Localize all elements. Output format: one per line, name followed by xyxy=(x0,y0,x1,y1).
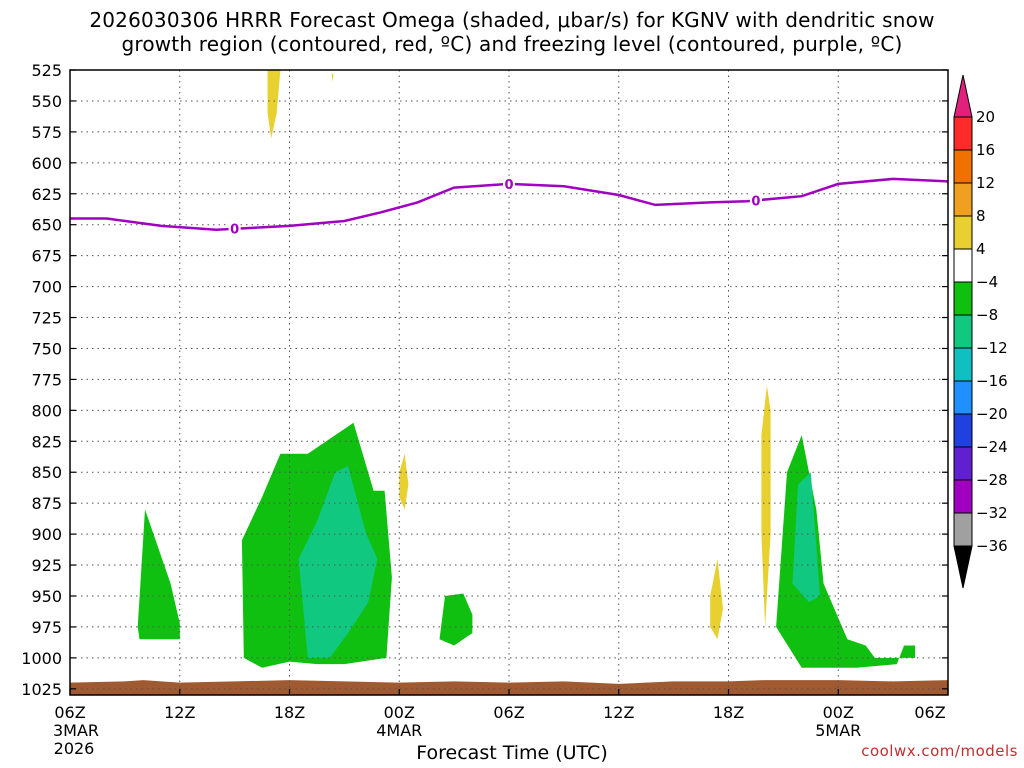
freezing-label-bg-1 xyxy=(503,175,515,192)
x-tick-label-18: 00Z xyxy=(384,703,415,722)
x-tick-label-24: 06Z xyxy=(493,703,524,722)
colorbar-segment-11 xyxy=(953,479,973,514)
x-tick-label-30: 12Z xyxy=(603,703,634,722)
y-tick-label-800: 800 xyxy=(31,401,62,420)
colorbar-label-10: −24 xyxy=(976,438,1008,456)
omega-area-8 xyxy=(399,453,409,510)
x-tick-label-48: 06Z xyxy=(914,703,945,722)
freezing-label-bg-2 xyxy=(749,192,762,209)
y-tick-label-925: 925 xyxy=(31,556,62,575)
omega-area-5 xyxy=(792,472,820,603)
omega-area-10 xyxy=(761,385,771,627)
colorbar-label-12: −32 xyxy=(976,504,1008,522)
x-tick-date-18: 4MAR xyxy=(376,721,422,740)
x-tick-year-0: 2026 xyxy=(54,739,95,758)
y-tick-label-700: 700 xyxy=(31,278,62,297)
y-tick-label-850: 850 xyxy=(31,463,62,482)
y-tick-label-675: 675 xyxy=(31,247,62,266)
y-tick-label-950: 950 xyxy=(31,587,62,606)
freezing-level-layer: 0 0 0 xyxy=(70,175,948,238)
colorbar-label-1: 16 xyxy=(976,141,995,159)
colorbar-segment-1 xyxy=(953,149,973,184)
y-tick-label-750: 750 xyxy=(31,339,62,358)
y-tick-label-725: 725 xyxy=(31,309,62,328)
y-tick-label-525: 525 xyxy=(31,61,62,80)
colorbar-label-3: 8 xyxy=(976,207,986,225)
y-tick-label-600: 600 xyxy=(31,154,62,173)
y-tick-label-825: 825 xyxy=(31,432,62,451)
colorbar-segment-3 xyxy=(953,215,973,250)
y-tick-label-650: 650 xyxy=(31,216,62,235)
colorbar-label-2: 12 xyxy=(976,174,995,192)
colorbar-label-5: −4 xyxy=(976,273,998,291)
colorbar-label-9: −20 xyxy=(976,405,1008,423)
credit-text: coolwx.com/models xyxy=(861,742,1018,760)
x-tick-label-12: 18Z xyxy=(274,703,305,722)
colorbar-segment-5 xyxy=(953,281,973,316)
colorbar-segment-6 xyxy=(953,314,973,349)
colorbar-segment-0 xyxy=(953,116,973,151)
freezing-label-bg-0 xyxy=(228,220,241,237)
y-tick-label-775: 775 xyxy=(31,370,62,389)
y-tick-label-625: 625 xyxy=(31,185,62,204)
colorbar-top-arrow xyxy=(953,74,973,118)
colorbar-segment-10 xyxy=(953,446,973,481)
x-tick-label-36: 18Z xyxy=(713,703,744,722)
colorbar-label-8: −16 xyxy=(976,372,1008,390)
colorbar-label-6: −8 xyxy=(976,306,998,324)
omega-area-3 xyxy=(439,593,473,646)
y-tick-label-1000: 1000 xyxy=(21,649,62,668)
chart-title-line1: 2026030306 HRRR Forecast Omega (shaded, … xyxy=(89,8,935,32)
omega-area-7 xyxy=(331,73,334,83)
x-tick-date-42: 5MAR xyxy=(815,721,861,740)
colorbar: 20 16 12 8 4 −4 −8 −12 −16 −20 −24 −28 −32 −36 xyxy=(953,74,1008,589)
freezing-level-label-2: 0 xyxy=(751,194,760,209)
colorbar-segment-12 xyxy=(953,512,973,547)
y-tick-label-550: 550 xyxy=(31,92,62,111)
x-tick-label-42: 00Z xyxy=(823,703,854,722)
y-axis: 525 550 575 600 625 650 675 700 725 750 775 800 825 8… xyxy=(21,61,948,699)
omega-area-2 xyxy=(298,466,378,658)
omega-area-6 xyxy=(267,70,281,139)
colorbar-segment-9 xyxy=(953,413,973,448)
colorbar-segment-8 xyxy=(953,380,973,415)
colorbar-label-4: 4 xyxy=(976,240,986,258)
x-tick-date-0: 3MAR xyxy=(53,721,99,740)
colorbar-segment-4 xyxy=(953,248,973,283)
y-tick-label-875: 875 xyxy=(31,494,62,513)
freezing-level-label-1: 0 xyxy=(504,178,513,193)
omega-shading-layer xyxy=(70,70,948,695)
x-tick-label-0: 06Z xyxy=(54,703,85,722)
y-tick-label-900: 900 xyxy=(31,525,62,544)
y-tick-label-575: 575 xyxy=(31,123,62,142)
colorbar-bottom-arrow xyxy=(953,545,973,589)
y-tick-label-975: 975 xyxy=(31,618,62,637)
chart-title-line2: growth region (contoured, red, ºC) and f… xyxy=(121,32,903,56)
omega-area-0 xyxy=(137,509,180,640)
y-tick-label-1025: 1025 xyxy=(21,680,62,699)
colorbar-label-11: −28 xyxy=(976,471,1008,489)
colorbar-segment-7 xyxy=(953,347,973,382)
colorbar-label-7: −12 xyxy=(976,339,1008,357)
colorbar-segment-2 xyxy=(953,182,973,217)
freezing-level-label-0: 0 xyxy=(230,223,239,238)
colorbar-label-0: 20 xyxy=(976,108,995,126)
x-tick-label-6: 12Z xyxy=(164,703,195,722)
omega-area-9 xyxy=(710,558,723,640)
colorbar-label-13: −36 xyxy=(976,537,1008,555)
x-axis-title: Forecast Time (UTC) xyxy=(416,742,608,764)
